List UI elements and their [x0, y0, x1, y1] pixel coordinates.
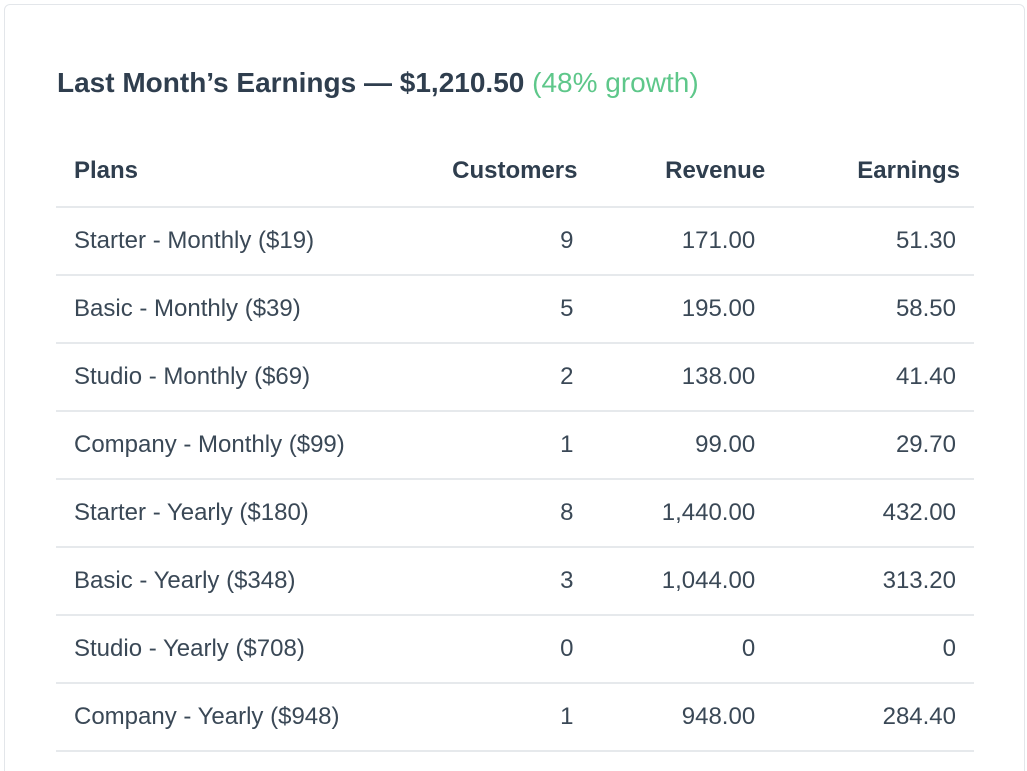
earnings-cell: 313.20 [765, 547, 974, 616]
plan-name-cell: Company - Monthly ($99) [56, 411, 391, 480]
customers-cell: 9 [390, 207, 578, 276]
revenue-cell: 1,044.00 [577, 547, 766, 616]
growth-indicator: (48% growth) [532, 67, 699, 98]
customers-cell: 5 [390, 275, 578, 344]
customers-cell: 0 [390, 615, 578, 684]
column-header-revenue: Revenue [577, 135, 766, 208]
earnings-amount: $1,210.50 [399, 67, 525, 98]
earnings-card: Last Month’s Earnings — $1,210.50 (48% g… [4, 4, 1025, 771]
revenue-cell: 171.00 [577, 207, 766, 276]
revenue-cell: 99.00 [577, 411, 766, 480]
revenue-cell: 138.00 [577, 343, 766, 412]
revenue-cell: 948.00 [577, 683, 766, 752]
plan-name-cell: Basic - Monthly ($39) [56, 275, 391, 344]
plan-name-cell: Starter - Monthly ($19) [56, 207, 391, 276]
earnings-cell: 58.50 [765, 275, 974, 344]
table-row: Studio - Monthly ($69) 2 138.00 41.40 [56, 343, 974, 412]
plans-table: Plans Customers Revenue Earnings Starter… [56, 135, 974, 752]
plan-name-cell: Basic - Yearly ($348) [56, 547, 391, 616]
plan-name-cell: Studio - Monthly ($69) [56, 343, 391, 412]
earnings-cell: 41.40 [765, 343, 974, 412]
earnings-cell: 284.40 [765, 683, 974, 752]
revenue-cell: 1,440.00 [577, 479, 766, 548]
table-row: Company - Monthly ($99) 1 99.00 29.70 [56, 411, 974, 480]
plan-name-cell: Company - Yearly ($948) [56, 683, 391, 752]
column-header-plans: Plans [56, 135, 391, 208]
earnings-title: Last Month’s Earnings — $1,210.50 (48% g… [57, 63, 699, 103]
customers-cell: 3 [390, 547, 578, 616]
table-row: Starter - Monthly ($19) 9 171.00 51.30 [56, 207, 974, 276]
table-row: Basic - Yearly ($348) 3 1,044.00 313.20 [56, 547, 974, 616]
plan-name-cell: Studio - Yearly ($708) [56, 615, 391, 684]
table-row: Studio - Yearly ($708) 0 0 0 [56, 615, 974, 684]
table-row: Company - Yearly ($948) 1 948.00 284.40 [56, 683, 974, 752]
earnings-cell: 51.30 [765, 207, 974, 276]
plan-name-cell: Starter - Yearly ($180) [56, 479, 391, 548]
table-row: Basic - Monthly ($39) 5 195.00 58.50 [56, 275, 974, 344]
earnings-title-separator: — [364, 67, 392, 98]
table-row: Starter - Yearly ($180) 8 1,440.00 432.0… [56, 479, 974, 548]
revenue-cell: 195.00 [577, 275, 766, 344]
earnings-cell: 29.70 [765, 411, 974, 480]
plans-table-body: Starter - Monthly ($19) 9 171.00 51.30 B… [56, 207, 974, 752]
header-row: Plans Customers Revenue Earnings [56, 135, 974, 208]
customers-cell: 1 [390, 683, 578, 752]
earnings-cell: 432.00 [765, 479, 974, 548]
earnings-title-label: Last Month’s Earnings [57, 67, 357, 98]
column-header-customers: Customers [390, 135, 578, 208]
customers-cell: 2 [390, 343, 578, 412]
revenue-cell: 0 [577, 615, 766, 684]
customers-cell: 8 [390, 479, 578, 548]
column-header-earnings: Earnings [765, 135, 974, 208]
plans-table-header: Plans Customers Revenue Earnings [56, 135, 974, 208]
customers-cell: 1 [390, 411, 578, 480]
earnings-cell: 0 [765, 615, 974, 684]
